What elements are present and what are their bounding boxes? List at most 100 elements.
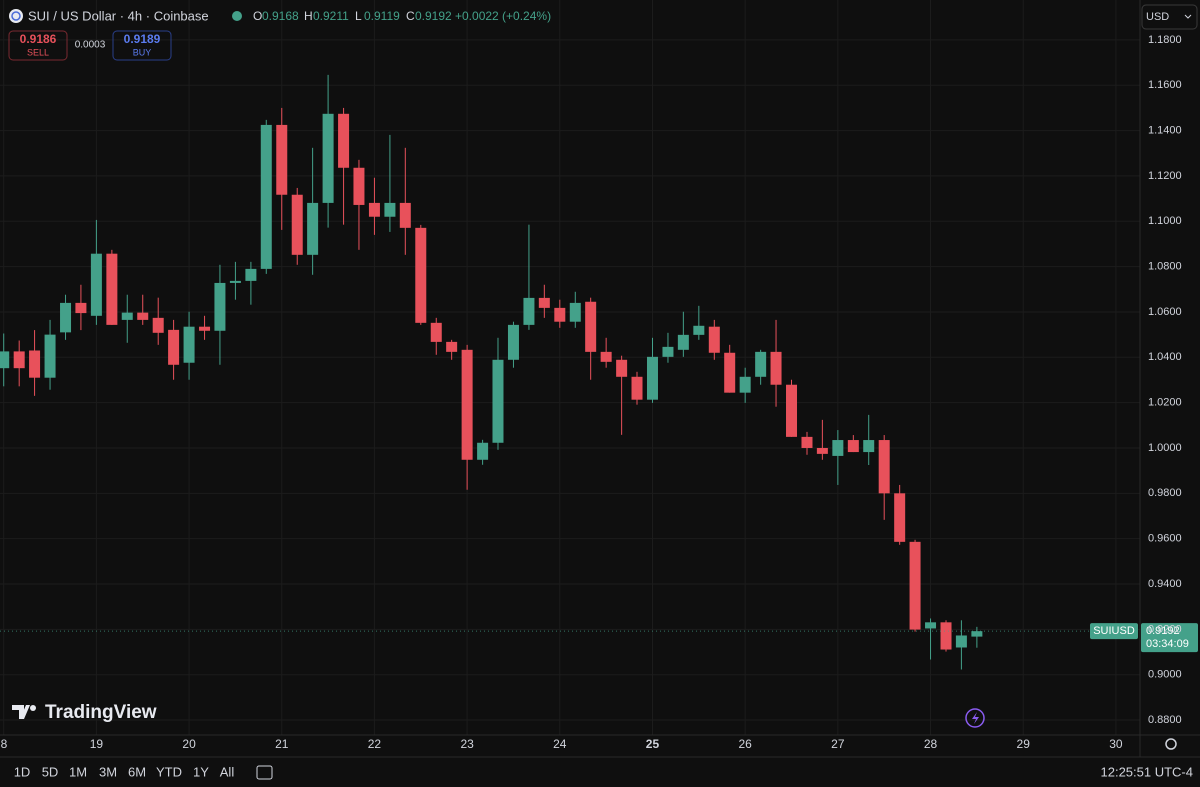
range-button[interactable]: YTD <box>156 764 182 779</box>
y-tick-label: 0.9400 <box>1148 578 1182 590</box>
candle-body <box>106 253 118 325</box>
candle-body <box>60 302 72 333</box>
ohlc-label: C <box>406 9 415 23</box>
symbol-icon <box>9 9 23 23</box>
candle-body <box>971 631 983 637</box>
candle-body <box>677 334 689 350</box>
range-button[interactable]: 1D <box>14 764 31 779</box>
range-button[interactable]: 5D <box>42 764 59 779</box>
candle-body <box>75 302 87 314</box>
candle-body <box>338 113 350 168</box>
y-tick-label: 0.9800 <box>1148 487 1182 499</box>
candle-body <box>894 493 906 542</box>
y-tick-label: 1.1000 <box>1148 215 1182 227</box>
ohlc-label: H <box>304 9 313 23</box>
symbol-title: SUI / US Dollar · 4h · Coinbase <box>28 8 209 23</box>
logo-icon <box>12 705 30 719</box>
range-button[interactable]: 1Y <box>193 764 209 779</box>
candle-body <box>847 440 859 453</box>
ohlc-label: O <box>253 9 262 23</box>
candle-body <box>708 326 720 353</box>
candle-body <box>693 325 705 335</box>
price-tag-value: 0.9192 <box>1146 625 1180 637</box>
candle-body <box>0 351 10 369</box>
ohlc-value: 0.9168 <box>262 9 299 23</box>
x-tick-label: 22 <box>368 737 382 751</box>
range-button[interactable]: 6M <box>128 764 146 779</box>
range-button[interactable]: All <box>220 764 235 779</box>
buy-price: 0.9189 <box>124 32 161 46</box>
candle-body <box>44 334 56 378</box>
countdown: 03:34:09 <box>1146 638 1189 650</box>
sell-button[interactable] <box>8 30 68 61</box>
y-tick-label: 0.8800 <box>1148 714 1182 726</box>
x-tick-label: 19 <box>90 737 104 751</box>
candle-body <box>786 384 798 437</box>
candle-body <box>121 312 133 320</box>
candle-body <box>940 622 952 650</box>
ohlc-value: 0.9192 <box>415 9 452 23</box>
buy-label: BUY <box>133 47 152 57</box>
ohlc-value: 0.9119 <box>364 9 400 23</box>
clock: 12:25:51 UTC-4 <box>1101 764 1194 779</box>
currency-select[interactable] <box>1141 4 1198 30</box>
candle-body <box>461 349 473 460</box>
ohlc-value: 0.9211 <box>313 9 349 23</box>
candle-body <box>446 341 458 352</box>
candle-body <box>878 440 890 494</box>
candle-body <box>214 282 226 331</box>
candle-body <box>291 194 303 255</box>
candle-body <box>90 253 102 316</box>
y-tick-label: 0.9200 <box>1148 623 1182 635</box>
status-dot <box>232 11 242 21</box>
symbol-tag-label: SUIUSD <box>1093 625 1135 637</box>
settings-icon[interactable] <box>1165 738 1177 750</box>
candle-body <box>477 442 489 460</box>
candle-body <box>816 447 828 454</box>
alert-icon <box>972 712 979 724</box>
candle-body <box>384 202 396 217</box>
candle-body <box>168 329 180 365</box>
sell-price: 0.9186 <box>20 32 57 46</box>
candle-body <box>955 635 967 648</box>
x-tick-label: 29 <box>1017 737 1031 751</box>
brand: TradingView <box>45 702 157 723</box>
candle-body <box>554 307 566 322</box>
candle-body <box>646 356 658 400</box>
x-tick-label: 30 <box>1109 737 1123 751</box>
candle-body <box>183 326 195 363</box>
calendar-icon[interactable] <box>256 765 273 780</box>
candle-body <box>399 202 411 228</box>
candle-body <box>245 268 257 281</box>
symbol-tag <box>1090 623 1138 640</box>
x-tick-label: 24 <box>553 737 567 751</box>
y-tick-label: 0.9600 <box>1148 533 1182 545</box>
y-tick-label: 1.0000 <box>1148 442 1182 454</box>
y-tick-label: 1.0400 <box>1148 351 1182 363</box>
candle-body <box>569 302 581 322</box>
candle-body <box>260 124 272 269</box>
x-tick-label: 20 <box>182 737 196 751</box>
candle-body <box>353 167 365 205</box>
x-tick-label: 26 <box>738 737 752 751</box>
candle-body <box>538 297 550 308</box>
candle-body <box>507 324 519 360</box>
candle-body <box>276 124 288 195</box>
candle-body <box>863 440 875 453</box>
candle-body <box>13 351 25 369</box>
candle-body <box>199 326 211 331</box>
candle-body <box>322 113 334 203</box>
range-button[interactable]: 3M <box>99 764 117 779</box>
y-tick-label: 1.0600 <box>1148 306 1182 318</box>
alert-icon[interactable] <box>965 708 985 728</box>
candle-body <box>755 351 767 377</box>
x-tick-label: 28 <box>924 737 938 751</box>
range-button[interactable]: 1M <box>69 764 87 779</box>
buy-button[interactable] <box>112 30 172 61</box>
symbol-icon <box>11 11 21 21</box>
x-tick-label: 23 <box>460 737 474 751</box>
candle-body <box>29 350 41 378</box>
spread: 0.0003 <box>75 40 106 51</box>
